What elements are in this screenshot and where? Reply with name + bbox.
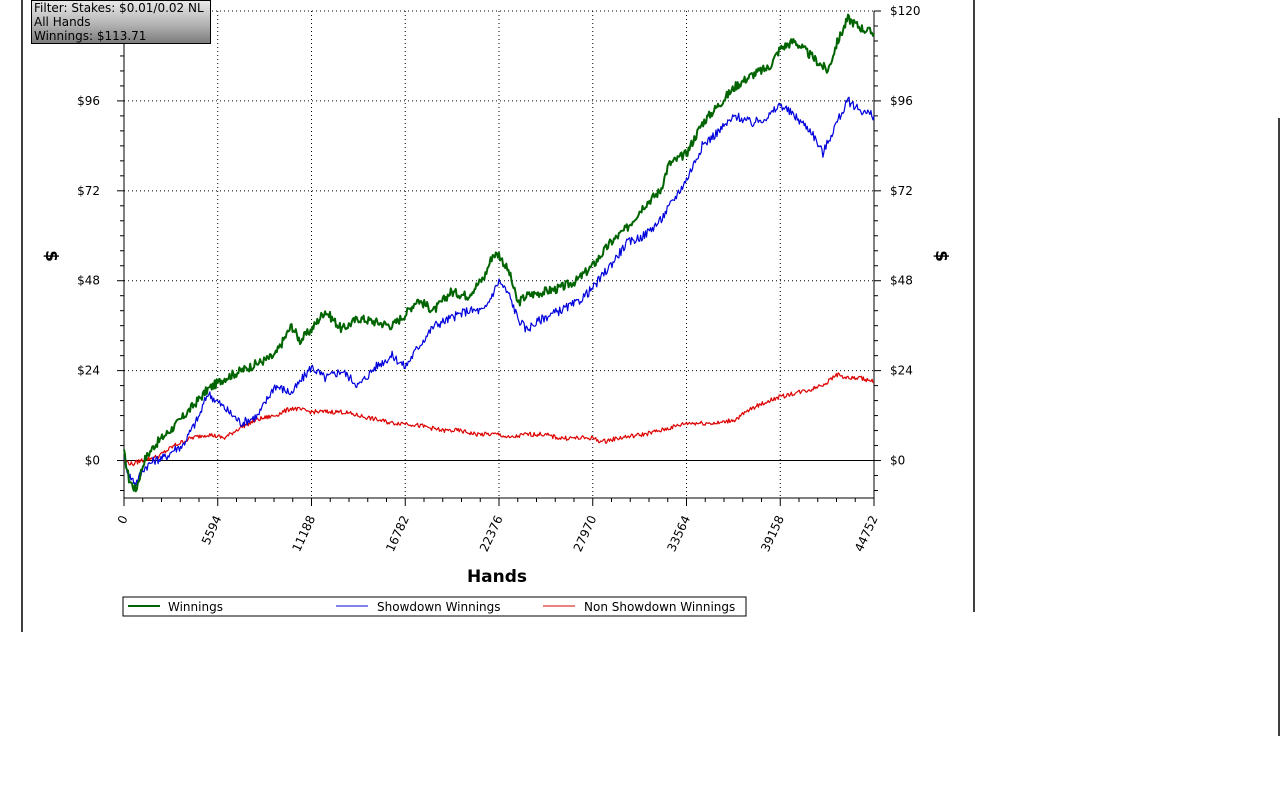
y-tick-label-left: $48 <box>77 274 100 288</box>
legend-label-winnings: Winnings <box>168 600 223 614</box>
hands-text: All Hands <box>34 15 91 29</box>
x-tick-label: 39158 <box>758 513 787 554</box>
filter-text: Filter: Stakes: $0.01/0.02 NL <box>34 1 204 15</box>
y-tick-label-left: $96 <box>77 94 100 108</box>
x-tick-label: 22376 <box>477 513 506 554</box>
x-tick-label: 33564 <box>664 513 693 554</box>
x-tick-label: 5594 <box>199 513 225 547</box>
y-axis-title-left: $ <box>41 250 61 262</box>
y-tick-label-left: $24 <box>77 364 100 378</box>
legend-box <box>122 596 747 617</box>
y-tick-label-right: $24 <box>890 364 913 378</box>
series-line-winnings <box>123 13 875 493</box>
winnings-total-text: Winnings: $113.71 <box>34 29 147 43</box>
filter-info-box: Filter: Stakes: $0.01/0.02 NL All Hands … <box>31 0 211 44</box>
x-tick-label: 11188 <box>289 513 318 554</box>
legend-label-non-showdown: Non Showdown Winnings <box>584 600 735 614</box>
legend: Winnings Showdown Winnings Non Showdown … <box>122 596 747 617</box>
y-tick-label-right: $0 <box>890 454 905 468</box>
x-axis-title: Hands <box>467 567 527 587</box>
y-tick-label-right: $72 <box>890 184 913 198</box>
x-tick-label: 0 <box>115 513 131 526</box>
y-tick-label-right: $96 <box>890 94 913 108</box>
y-tick-label-left: $72 <box>77 184 100 198</box>
y-tick-label-right: $48 <box>890 274 913 288</box>
y-tick-label-right: $120 <box>890 4 921 18</box>
y-tick-label-left: $0 <box>85 454 100 468</box>
x-tick-label: 44752 <box>852 513 881 554</box>
x-tick-label: 27970 <box>571 513 600 554</box>
legend-label-showdown: Showdown Winnings <box>377 600 501 614</box>
series-lines <box>123 13 875 493</box>
x-tick-label: 16782 <box>383 513 412 554</box>
series-line-showdown-winnings <box>123 96 875 487</box>
y-axis-title-right: $ <box>931 250 951 262</box>
